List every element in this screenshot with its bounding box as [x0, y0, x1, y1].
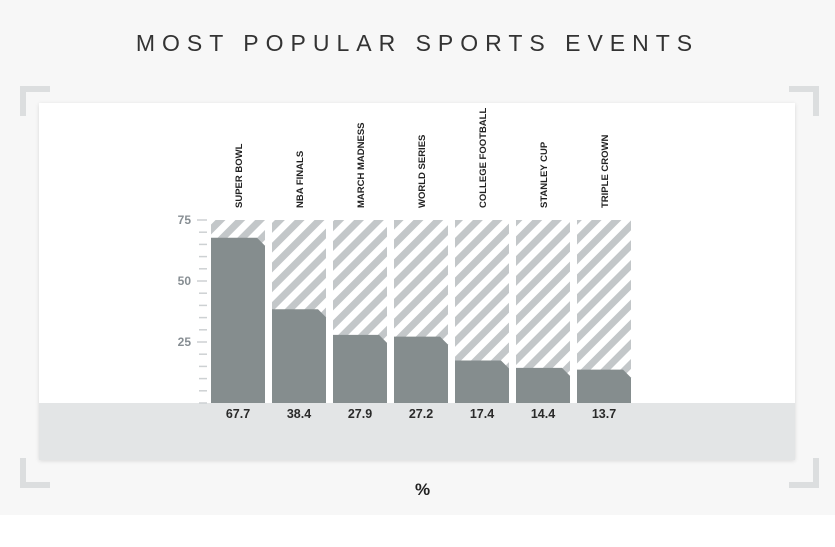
bar — [211, 237, 265, 403]
corner-bracket-bottom-left — [20, 458, 50, 488]
value-label: 17.4 — [470, 407, 494, 421]
bar — [516, 367, 570, 403]
value-label: 27.9 — [348, 407, 372, 421]
value-label: 27.2 — [409, 407, 433, 421]
bar — [333, 334, 387, 403]
corner-bracket-bottom-right — [789, 458, 819, 488]
unit-label: % — [414, 480, 431, 499]
y-tick-label: 50 — [178, 274, 192, 288]
corner-bracket-top-left — [20, 86, 50, 116]
bar — [394, 336, 448, 403]
category-label: WORLD SERIES — [417, 135, 428, 208]
value-label: 14.4 — [531, 407, 555, 421]
page-footer-strip — [0, 515, 835, 547]
corner-bracket-top-right — [789, 86, 819, 116]
bar — [455, 360, 509, 403]
category-label: MARCH MADNESS — [356, 123, 367, 209]
category-label: SUPER BOWL — [234, 143, 245, 208]
chart-title: MOST POPULAR SPORTS EVENTS — [135, 30, 700, 56]
category-label: NBA FINALS — [295, 151, 306, 208]
category-label: STANLEY CUP — [539, 141, 550, 208]
y-tick-label: 25 — [178, 335, 192, 349]
value-label: 38.4 — [287, 407, 311, 421]
bar — [272, 309, 326, 403]
value-label: 67.7 — [226, 407, 250, 421]
category-label: COLLEGE FOOTBALL — [478, 108, 489, 208]
value-label: 13.7 — [592, 407, 616, 421]
y-tick-label: 75 — [178, 213, 192, 227]
value-label-band — [39, 403, 795, 460]
bar — [577, 369, 631, 403]
category-label: TRIPLE CROWN — [600, 135, 611, 208]
